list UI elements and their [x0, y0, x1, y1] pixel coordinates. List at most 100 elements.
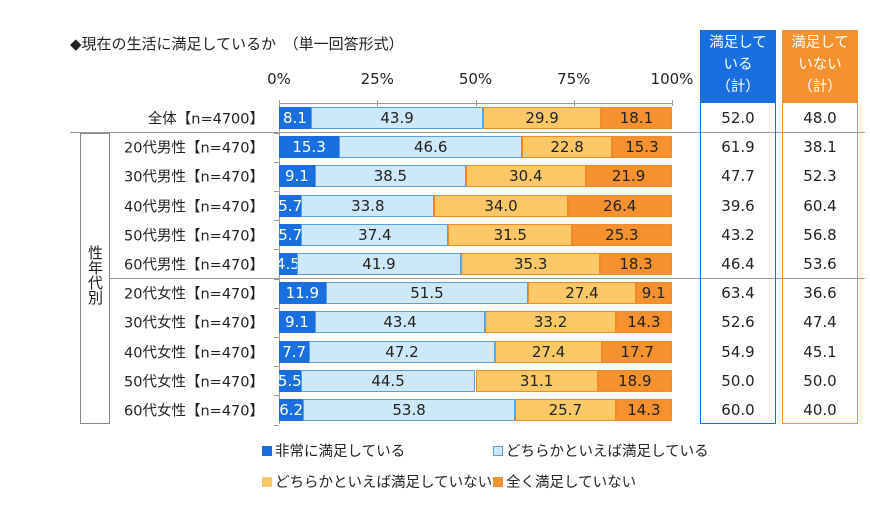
legend-item: 全く満足していない: [493, 471, 636, 492]
bar-segment: 33.8: [301, 194, 435, 217]
bar-segment: 5.7: [279, 194, 302, 217]
summary-header-line: 満足して: [709, 35, 767, 51]
bar-segment: 43.4: [314, 311, 486, 334]
group-label: 性年代別: [86, 245, 104, 305]
bar-segment: 4.5: [279, 253, 297, 275]
y-tick-mark: [274, 161, 279, 163]
x-tick-label: 75%: [557, 70, 591, 88]
summary-value: 52.0: [721, 109, 755, 127]
bar-segment: 30.4: [466, 165, 586, 188]
x-tick-mark: [672, 100, 673, 106]
bar-segment: 51.5: [325, 282, 529, 305]
legend-label: 非常に満足している: [275, 444, 406, 460]
summary-value: 60.0: [721, 401, 755, 419]
legend-label: 全く満足していない: [506, 475, 637, 491]
bar-segment: 35.3: [461, 253, 601, 275]
bar-segment: 5.7: [279, 223, 302, 246]
category-label: 40代女性【n=470】: [124, 345, 264, 362]
bar-segment: 25.7: [514, 399, 616, 421]
summary-value: 47.4: [803, 313, 837, 332]
legend-swatch: [262, 476, 272, 487]
summary-value: 43.2: [721, 225, 755, 244]
bar-segment: 43.9: [310, 107, 484, 129]
legend-item: どちらかといえば満足していない: [262, 471, 492, 492]
category-label: 40代男性【n=470】: [124, 199, 264, 216]
summary-value: 63.4: [721, 284, 755, 303]
divider-line: [110, 278, 865, 279]
summary-value: 45.1: [803, 342, 837, 361]
bar-segment: 27.4: [494, 340, 603, 363]
y-tick-mark: [274, 337, 279, 338]
bar-segment: 14.3: [615, 399, 672, 421]
legend-label: どちらかといえば満足していない: [275, 475, 493, 491]
bar-segment: 34.0: [434, 194, 568, 217]
y-tick-mark: [274, 132, 279, 134]
legend-swatch: [493, 476, 503, 487]
summary-header-line: いる: [723, 57, 753, 73]
bar-segment: 41.9: [296, 253, 462, 275]
bar-segment: 22.8: [522, 136, 612, 159]
summary-value: 47.7: [721, 167, 755, 186]
bar-segment: 38.5: [314, 165, 467, 188]
x-tick-label: 50%: [458, 70, 493, 88]
summary-header-line: （計）: [716, 79, 760, 95]
bar-segment: 21.9: [585, 165, 672, 188]
x-tick-label: 0%: [267, 70, 291, 88]
bar-segment: 46.6: [339, 136, 523, 159]
legend-swatch: [493, 445, 503, 456]
bar-segment: 9.1: [279, 165, 315, 188]
category-label: 20代女性【n=470】: [124, 286, 264, 303]
bar-segment: 29.9: [483, 107, 601, 129]
summary-value: 56.8: [803, 225, 837, 244]
y-tick-mark: [274, 249, 279, 251]
summary-header-line: 満足して: [791, 35, 849, 51]
bar-segment: 18.3: [600, 253, 672, 275]
x-tick-label: 25%: [360, 70, 394, 88]
category-label: 60代男性【n=470】: [124, 257, 264, 274]
summary-value: 52.6: [721, 313, 755, 332]
chart-title: ◆現在の生活に満足しているか （単一回答形式）: [70, 35, 404, 53]
bar-segment: 31.1: [475, 369, 598, 392]
summary-value: 40.0: [803, 401, 837, 419]
bar-segment: 14.3: [615, 311, 672, 334]
legend-item: どちらかといえば満足している: [493, 440, 709, 461]
bar-segment: 9.1: [635, 282, 672, 305]
bar-segment: 18.9: [597, 369, 672, 392]
category-label: 50代男性【n=470】: [124, 228, 264, 245]
category-label: 60代女性【n=470】: [124, 403, 264, 420]
summary-header: 満足して いない （計）: [782, 30, 858, 103]
x-tick-label: 100%: [650, 70, 694, 88]
y-tick-mark: [274, 191, 279, 192]
bar-segment: 15.3: [279, 136, 340, 159]
y-tick-mark: [274, 220, 279, 222]
bar-segment: 53.8: [303, 399, 515, 421]
summary-value: 54.9: [721, 342, 755, 361]
divider-line: [70, 132, 865, 133]
summary-value: 36.6: [803, 284, 837, 303]
bar-segment: 15.3: [611, 136, 672, 159]
summary-value: 52.3: [803, 167, 837, 186]
summary-value: 46.4: [721, 255, 755, 273]
bar-segment: 7.7: [279, 340, 310, 363]
y-tick-mark: [274, 278, 279, 280]
summary-value: 38.1: [803, 138, 837, 157]
category-label: 全体【n=4700】: [147, 111, 264, 128]
bar-segment: 47.2: [309, 340, 495, 363]
summary-value: 53.6: [803, 255, 837, 273]
y-tick-mark: [274, 395, 279, 397]
category-label: 50代女性【n=470】: [124, 374, 264, 391]
legend-swatch: [262, 445, 272, 456]
summary-header: 満足している （計）: [700, 30, 776, 103]
bar-segment: 33.2: [485, 311, 616, 334]
summary-header-line: （計）: [798, 79, 842, 95]
category-label: 30代女性【n=470】: [124, 315, 264, 332]
bar-segment: 25.3: [572, 223, 672, 246]
summary-value: 50.0: [803, 371, 837, 390]
legend-label: どちらかといえば満足している: [506, 444, 709, 460]
x-axis-line: [279, 103, 672, 104]
y-tick-mark: [274, 366, 279, 368]
bar-segment: 44.5: [300, 369, 476, 392]
category-label: 30代男性【n=470】: [124, 169, 264, 186]
category-label: 20代男性【n=470】: [124, 140, 264, 157]
